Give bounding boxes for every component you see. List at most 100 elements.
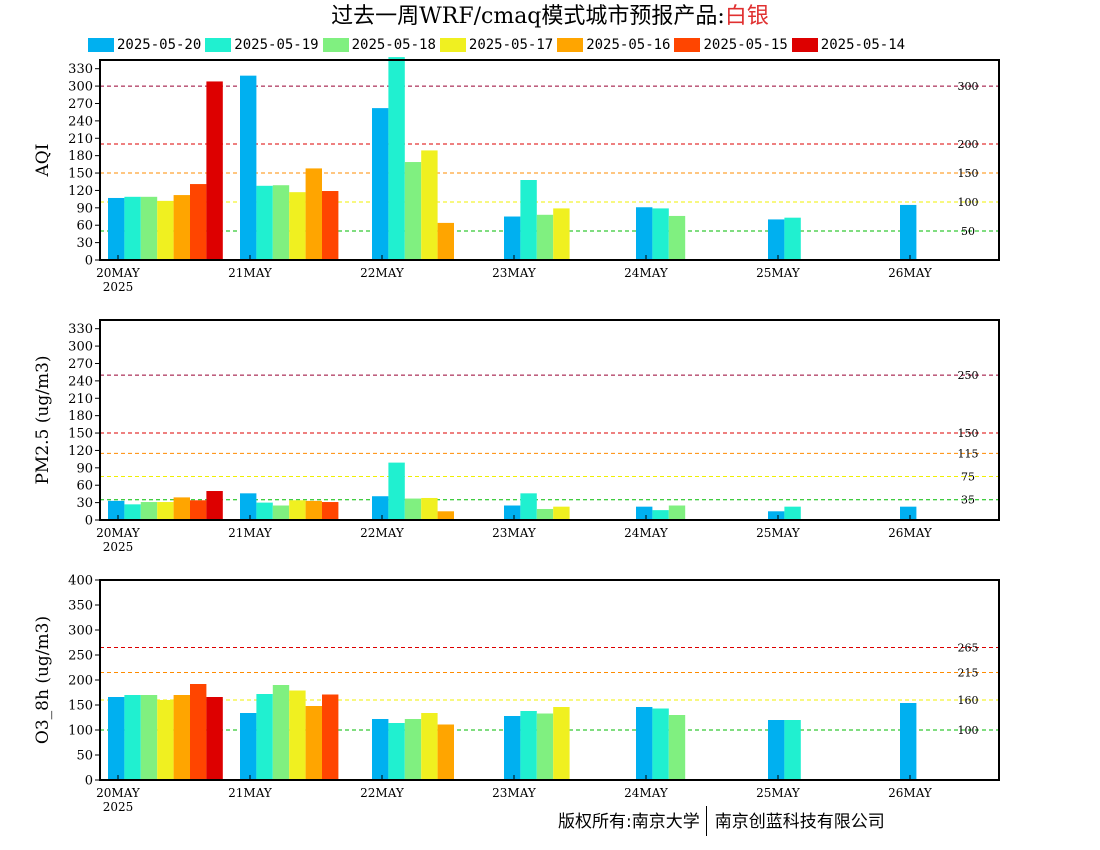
- bar: [272, 505, 290, 520]
- y-tick-label: 0: [85, 774, 93, 789]
- bar: [652, 208, 669, 260]
- bar: [784, 217, 801, 260]
- x-tick-label: 20MAY 2025: [96, 786, 141, 814]
- bar: [124, 196, 141, 260]
- copyright-divider: [705, 806, 707, 836]
- legend-label: 2025-05-17: [468, 37, 554, 53]
- legend-label: 2025-05-19: [234, 37, 319, 53]
- bar: [768, 511, 785, 520]
- x-tick-label: 22MAY: [360, 786, 405, 800]
- x-tick-label: 26MAY: [888, 266, 933, 280]
- bar: [437, 222, 454, 260]
- legend-swatch: [88, 38, 114, 52]
- bar: [206, 697, 223, 780]
- x-tick-label: 26MAY: [888, 786, 933, 800]
- bar: [404, 719, 422, 780]
- threshold-label: 265: [958, 642, 979, 655]
- y-tick-label: 350: [68, 599, 93, 614]
- bar: [504, 505, 521, 520]
- bar: [240, 713, 257, 780]
- bar: [636, 707, 653, 780]
- x-tick-label: 21MAY: [228, 266, 273, 280]
- legend-item: 2025-05-20: [88, 36, 201, 54]
- threshold-label: 160: [958, 694, 979, 707]
- bar: [536, 713, 554, 780]
- bar: [768, 219, 785, 260]
- bar: [305, 168, 322, 260]
- bar: [504, 216, 521, 260]
- y-tick-label: 150: [68, 699, 93, 714]
- y-tick-label: 300: [68, 340, 93, 355]
- x-tick-label: 24MAY: [624, 786, 669, 800]
- bar: [124, 695, 141, 780]
- y-tick-label: 150: [68, 427, 93, 442]
- y-tick-label: 300: [68, 624, 93, 639]
- plot-frame: [99, 319, 1000, 521]
- bar: [421, 497, 438, 520]
- y-tick-label: 0: [85, 254, 93, 269]
- legend-swatch: [674, 38, 701, 52]
- y-tick-label: 120: [68, 184, 93, 199]
- y-axis-label: PM2.5 (ug/m3): [33, 355, 53, 484]
- threshold-label: 35: [961, 494, 975, 507]
- bar: [272, 685, 290, 780]
- bar: [157, 700, 174, 780]
- bar: [108, 500, 125, 520]
- bar: [437, 724, 454, 780]
- bar: [173, 497, 190, 520]
- y-tick-label: 90: [76, 201, 93, 216]
- bar: [520, 711, 537, 780]
- y-tick-label: 180: [68, 409, 93, 424]
- x-tick-label: 24MAY: [624, 526, 669, 540]
- bar: [272, 185, 290, 260]
- bar: [140, 502, 158, 520]
- bar: [372, 719, 389, 780]
- bar: [421, 150, 438, 260]
- threshold-label: 250: [958, 369, 979, 382]
- x-tick-label: 23MAY: [492, 266, 537, 280]
- x-tick-label: 22MAY: [360, 526, 405, 540]
- bar: [668, 715, 686, 780]
- y-tick-label: 60: [76, 479, 93, 494]
- x-tick-label: 23MAY: [492, 526, 537, 540]
- title-city: 白银: [724, 4, 769, 29]
- bar: [652, 708, 669, 780]
- y-tick-label: 330: [68, 62, 93, 77]
- bar: [289, 500, 306, 520]
- y-tick-label: 210: [68, 132, 93, 147]
- legend-swatch: [205, 38, 232, 52]
- bar: [668, 505, 686, 520]
- bar: [140, 196, 158, 260]
- bar: [322, 502, 339, 520]
- y-tick-label: 240: [68, 114, 93, 129]
- bar: [256, 185, 273, 260]
- bar: [289, 192, 306, 260]
- legend-item: 2025-05-18: [322, 36, 436, 54]
- bar: [553, 707, 570, 780]
- legend-item: 2025-05-17: [439, 36, 554, 54]
- bar: [305, 500, 322, 520]
- legend-swatch: [557, 38, 584, 52]
- bar: [388, 723, 405, 780]
- y-tick-label: 400: [68, 574, 93, 589]
- y-tick-label: 270: [68, 357, 93, 372]
- y-tick-label: 30: [76, 236, 93, 251]
- chart-panel-2: 35 75 115 150 250 0 30 60 90 120 150 180 210 240 270 30…: [33, 319, 1000, 554]
- y-tick-label: 120: [68, 444, 93, 459]
- bar: [157, 502, 174, 520]
- bar: [388, 462, 405, 520]
- y-tick-label: 330: [68, 322, 93, 337]
- y-tick-label: 210: [68, 392, 93, 407]
- legend-item: 2025-05-19: [205, 36, 319, 54]
- bar: [536, 214, 554, 260]
- bar: [322, 694, 339, 780]
- y-tick-label: 60: [76, 219, 93, 234]
- x-tick-label: 22MAY: [360, 266, 405, 280]
- threshold-label: 75: [961, 471, 975, 484]
- y-tick-label: 240: [68, 374, 93, 389]
- bar: [256, 694, 273, 780]
- bar: [256, 502, 273, 520]
- legend-label: 2025-05-15: [703, 37, 788, 53]
- bar: [240, 493, 257, 520]
- bar: [190, 184, 207, 260]
